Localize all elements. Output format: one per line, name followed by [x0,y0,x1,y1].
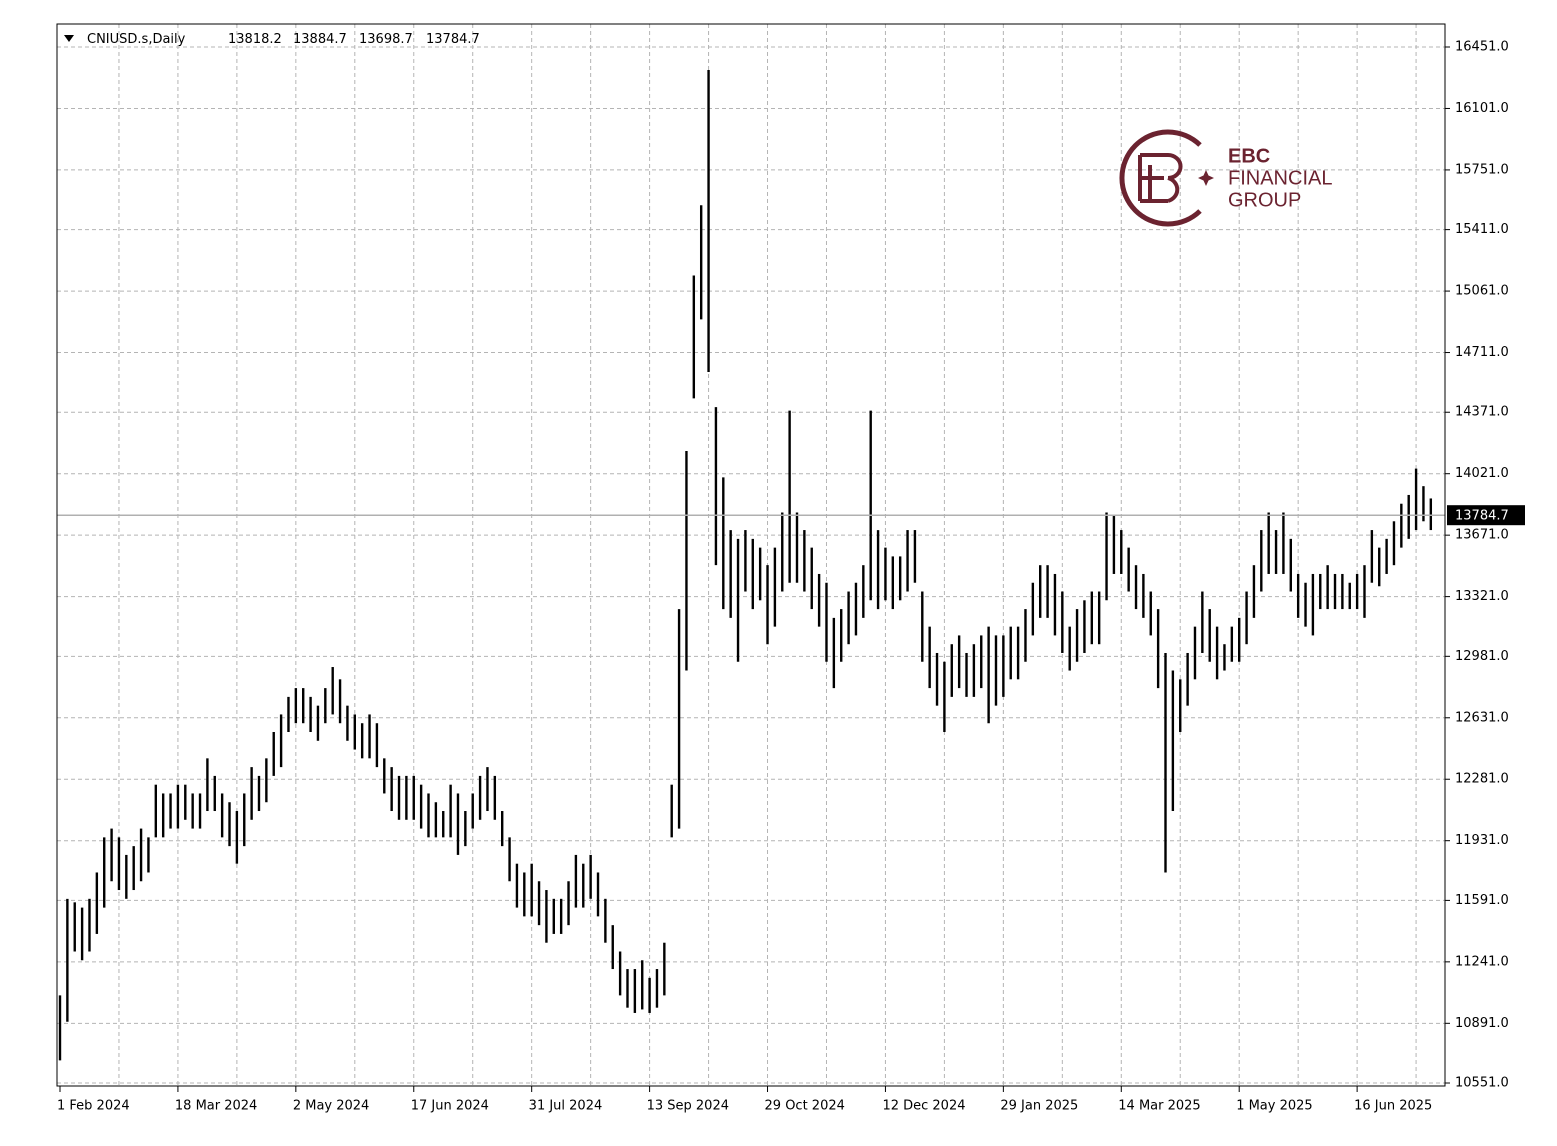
symbol-menu-arrow [64,35,74,42]
y-tick-label: 15061.0 [1455,284,1509,299]
watermark-logo: EBC FINANCIAL GROUP [1119,129,1332,227]
x-tick-label: 17 Jun 2024 [411,1099,489,1114]
last-price-label: 13784.7 [1455,509,1509,524]
y-tick-label: 11591.0 [1455,893,1509,908]
ohlc-high: 13884.7 [293,32,347,47]
y-tick-label: 10891.0 [1455,1016,1509,1031]
y-tick-label: 12631.0 [1455,710,1509,725]
grid [57,24,1445,1086]
y-tick-label: 14371.0 [1455,405,1509,420]
logo-letters [1138,153,1183,203]
x-tick-label: 13 Sep 2024 [647,1099,729,1114]
x-tick-label: 1 Feb 2024 [57,1099,130,1114]
x-tick-label: 12 Dec 2024 [882,1099,965,1114]
watermark-text: EBC [1228,145,1270,167]
y-tick-label: 14711.0 [1455,345,1509,360]
logo-star [1198,170,1214,186]
y-tick-label: 15751.0 [1455,162,1509,177]
y-tick-label: 11241.0 [1455,954,1509,969]
y-tick-label: 16451.0 [1455,40,1509,55]
ohlc-low: 13698.7 [359,32,413,47]
bars [57,70,1445,1061]
plot-frame [56,23,1446,1087]
ohlc-close: 13784.7 [426,32,480,47]
x-tick-label: 31 Jul 2024 [529,1099,603,1114]
last-price-box [1447,505,1525,526]
y-tick-label: 10551.0 [1455,1076,1509,1091]
y-tick-label: 15411.0 [1455,222,1509,237]
y-tick-label: 14021.0 [1455,466,1509,481]
x-tick-label: 18 Mar 2024 [175,1099,257,1114]
y-tick-label: 13321.0 [1455,589,1509,604]
y-tick-label: 12981.0 [1455,649,1509,664]
x-tick-label: 29 Oct 2024 [765,1099,845,1114]
y-tick-label: 13671.0 [1455,528,1509,543]
y-tick-label: 12281.0 [1455,772,1509,787]
watermark-text: GROUP [1228,189,1301,211]
watermark-text: FINANCIAL [1228,167,1332,189]
x-tick-label: 14 Mar 2025 [1118,1099,1200,1114]
logo-arc [1119,129,1202,227]
x-tick-label: 1 May 2025 [1236,1099,1313,1114]
ohlc-open: 13818.2 [228,32,282,47]
chart-header: CNIUSD.s,Daily 13818.2 13884.7 13698.7 1… [87,32,480,47]
chart-title: CNIUSD.s,Daily [87,32,186,47]
y-tick-label: 16101.0 [1455,101,1509,116]
x-tick-label: 16 Jun 2025 [1354,1099,1432,1114]
y-tick-label: 11931.0 [1455,833,1509,848]
x-tick-label: 2 May 2024 [293,1099,370,1114]
x-tick-label: 29 Jan 2025 [1000,1099,1078,1114]
